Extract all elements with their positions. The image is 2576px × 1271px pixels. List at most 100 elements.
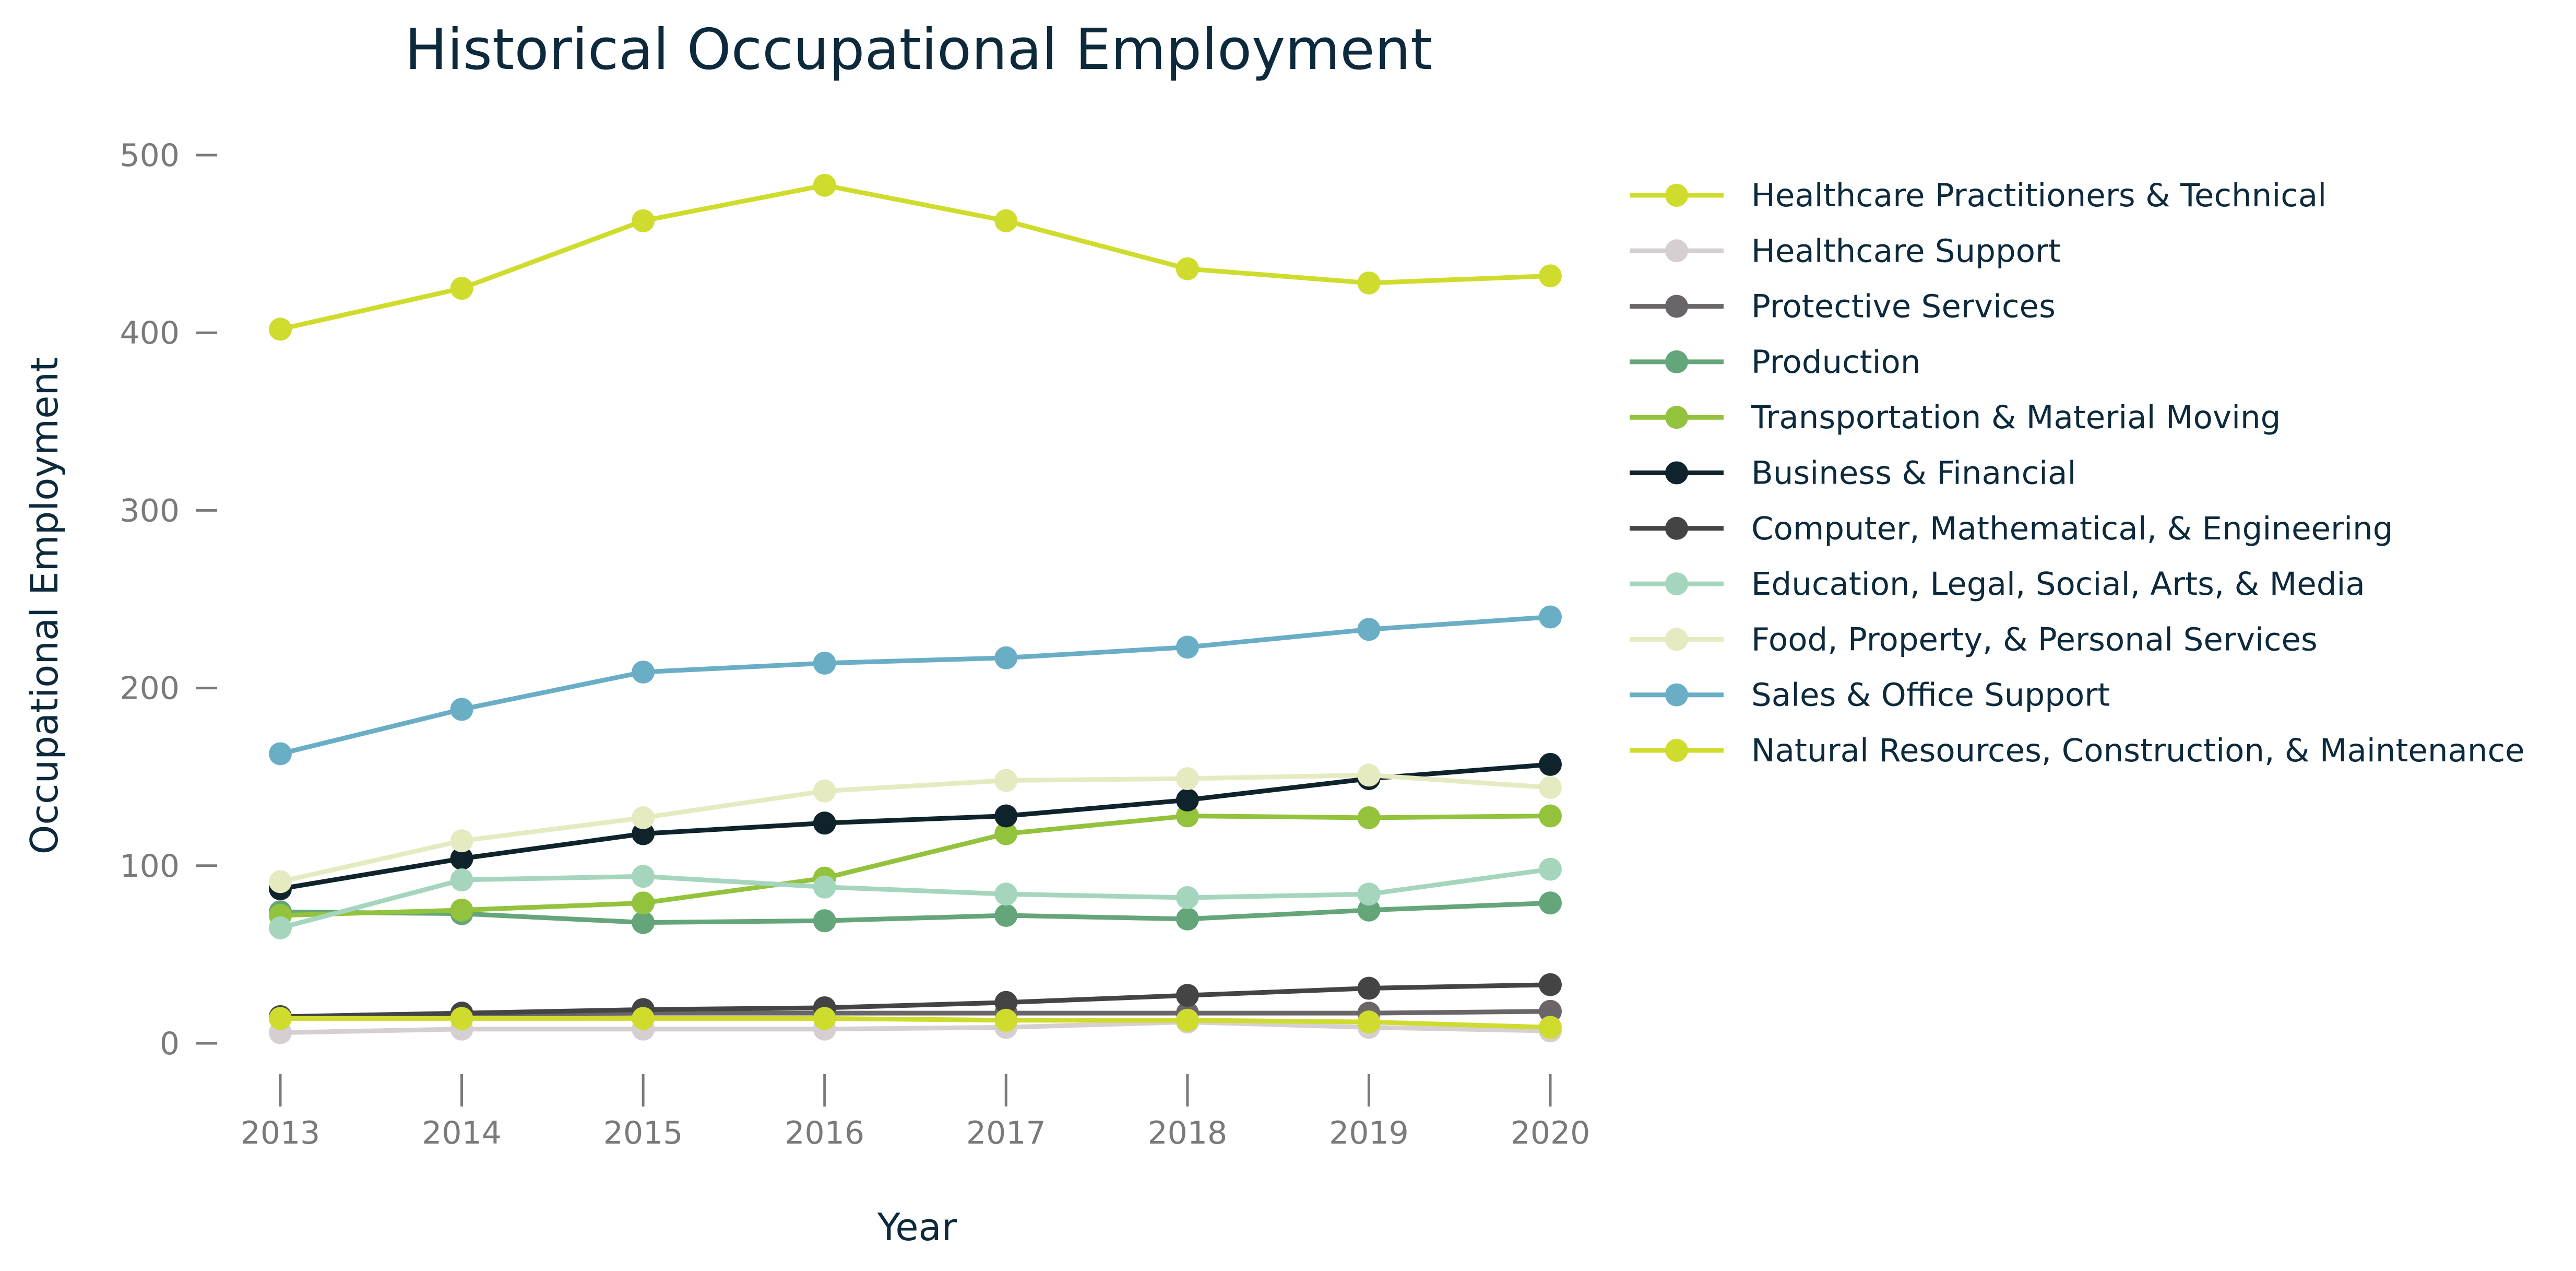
data-point bbox=[1176, 767, 1199, 791]
data-point bbox=[1357, 882, 1381, 906]
x-tick-label: 2014 bbox=[422, 1115, 502, 1151]
data-point bbox=[632, 865, 655, 888]
data-point bbox=[1176, 635, 1199, 659]
data-point bbox=[994, 904, 1018, 927]
data-point bbox=[1539, 999, 1562, 1023]
data-point bbox=[1176, 984, 1199, 1007]
data-point bbox=[632, 660, 655, 684]
data-point bbox=[813, 779, 836, 803]
series-food-property-personal-services bbox=[269, 763, 1562, 893]
data-point bbox=[1357, 271, 1381, 295]
legend-marker bbox=[1665, 628, 1688, 651]
legend: Healthcare Practitioners & Technical Heal… bbox=[1630, 177, 2525, 769]
data-point bbox=[632, 911, 655, 934]
data-point bbox=[450, 898, 473, 922]
series-line bbox=[280, 762, 1551, 891]
x-axis-title: Year bbox=[877, 1205, 957, 1249]
legend-label: Transportation & Material Moving bbox=[1751, 399, 2281, 436]
data-point bbox=[1176, 907, 1199, 931]
series-natural-resources-construction-maintenance bbox=[269, 1007, 1562, 1039]
legend-item: Healthcare Practitioners & Technical bbox=[1630, 177, 2326, 214]
data-point bbox=[1357, 1010, 1381, 1034]
series-line bbox=[280, 900, 1551, 925]
legend-item: Business & Financial bbox=[1630, 455, 2076, 492]
legend-item: Protective Services bbox=[1630, 288, 2056, 325]
series-education-legal-social-arts-media bbox=[269, 857, 1562, 939]
data-point bbox=[269, 1007, 292, 1030]
data-point bbox=[994, 1008, 1018, 1032]
legend-item: Transportation & Material Moving bbox=[1630, 399, 2281, 436]
series-line bbox=[280, 982, 1551, 1019]
data-point bbox=[450, 847, 473, 870]
series-line bbox=[280, 183, 1551, 332]
data-point bbox=[450, 698, 473, 721]
x-tick-label: 2015 bbox=[603, 1115, 683, 1151]
data-point bbox=[1539, 264, 1562, 288]
data-point bbox=[1357, 806, 1381, 829]
data-point bbox=[1539, 752, 1562, 776]
legend-label: Business & Financial bbox=[1751, 455, 2076, 492]
x-axis: 2013 2014 2015 2016 2017 2018 2019 2020 bbox=[241, 1074, 1590, 1151]
data-point bbox=[632, 1007, 655, 1030]
data-point bbox=[1176, 804, 1199, 828]
legend-item: Sales & Office Support bbox=[1630, 677, 2110, 714]
x-tick-label: 2018 bbox=[1148, 1115, 1228, 1151]
legend-item: Education, Legal, Social, Arts, & Media bbox=[1630, 566, 2365, 603]
data-point bbox=[632, 822, 655, 845]
data-point bbox=[269, 317, 292, 341]
series-line bbox=[280, 1019, 1551, 1035]
series-healthcare-practitioners-technical bbox=[269, 173, 1562, 341]
data-point bbox=[994, 209, 1018, 232]
data-point bbox=[632, 806, 655, 829]
y-tick-label: 100 bbox=[120, 848, 180, 885]
x-tick-label: 2016 bbox=[785, 1115, 864, 1151]
data-point bbox=[813, 1007, 836, 1030]
data-point bbox=[994, 769, 1018, 792]
data-point bbox=[1176, 1008, 1199, 1032]
data-point bbox=[1539, 1016, 1562, 1039]
data-point bbox=[813, 173, 836, 197]
y-tick-label: 500 bbox=[120, 137, 180, 174]
data-point bbox=[450, 829, 473, 853]
legend-marker bbox=[1665, 295, 1688, 318]
data-point bbox=[813, 651, 836, 675]
series-line bbox=[280, 1016, 1551, 1030]
legend-label: Healthcare Practitioners & Technical bbox=[1751, 177, 2326, 214]
data-point bbox=[994, 991, 1018, 1014]
data-point bbox=[1357, 763, 1381, 787]
legend-marker bbox=[1665, 572, 1688, 596]
y-tick-label: 300 bbox=[120, 492, 180, 529]
legend-item: Food, Property, & Personal Services bbox=[1630, 621, 2318, 658]
y-axis-title: Occupational Employment bbox=[22, 357, 66, 855]
series-line bbox=[280, 814, 1551, 918]
series-line bbox=[280, 772, 1551, 884]
y-tick-label: 0 bbox=[160, 1026, 180, 1062]
data-point bbox=[269, 916, 292, 939]
data-point bbox=[1176, 257, 1199, 280]
legend-item: Production bbox=[1630, 344, 1921, 381]
legend-marker bbox=[1665, 350, 1688, 373]
x-tick-label: 2017 bbox=[966, 1115, 1046, 1151]
data-point bbox=[632, 209, 655, 232]
data-point bbox=[1357, 976, 1381, 1000]
data-point bbox=[1539, 776, 1562, 799]
legend-marker bbox=[1665, 184, 1688, 207]
legend-marker bbox=[1665, 406, 1688, 429]
legend-marker bbox=[1665, 683, 1688, 707]
data-point bbox=[994, 646, 1018, 669]
data-point bbox=[1539, 804, 1562, 828]
plot-area bbox=[269, 173, 1562, 1044]
legend-label: Computer, Mathematical, & Engineering bbox=[1751, 510, 2393, 547]
legend-label: Natural Resources, Construction, & Maint… bbox=[1751, 732, 2525, 769]
legend-label: Healthcare Support bbox=[1751, 232, 2061, 269]
data-point bbox=[269, 870, 292, 893]
series-line bbox=[279, 867, 1551, 931]
data-point bbox=[994, 882, 1018, 906]
data-point bbox=[1357, 618, 1381, 641]
y-tick-label: 400 bbox=[120, 315, 180, 351]
legend-item: Natural Resources, Construction, & Maint… bbox=[1630, 732, 2525, 769]
legend-item: Healthcare Support bbox=[1630, 232, 2061, 269]
data-point bbox=[632, 891, 655, 915]
